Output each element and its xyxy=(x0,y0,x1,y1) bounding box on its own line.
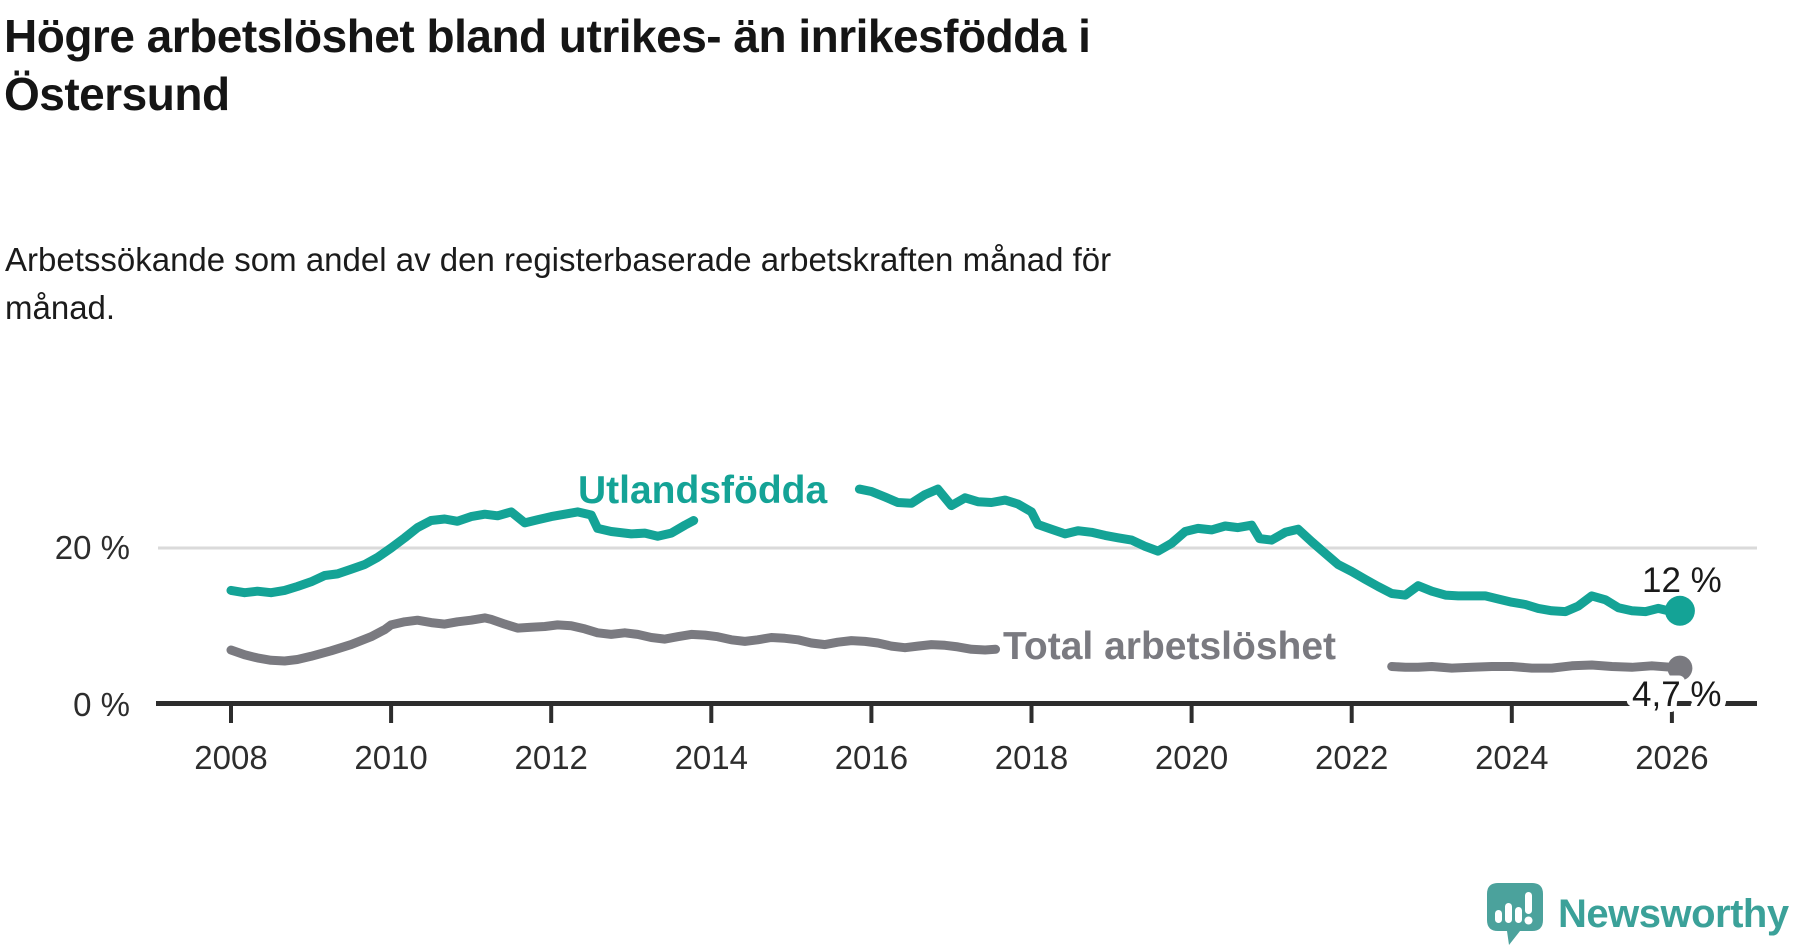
series-end-dot-utlandsf-dda xyxy=(1664,595,1695,626)
chart-subtitle: Arbetssökande som andel av den registerb… xyxy=(5,236,1565,332)
x-tick-label-2014: 2014 xyxy=(675,739,748,776)
x-tick-label-2008: 2008 xyxy=(194,739,267,776)
x-tick-label-2020: 2020 xyxy=(1155,739,1228,776)
series-line-total-arbetsl-shet-2 xyxy=(1387,660,1685,673)
x-tick-label-2022: 2022 xyxy=(1315,739,1388,776)
page-title: Högre arbetslöshet bland utrikes- än inr… xyxy=(4,8,1564,123)
x-tick-label-2016: 2016 xyxy=(835,739,908,776)
newsworthy-brand: Newsworthy xyxy=(1486,882,1789,946)
series-line-total-arbetsl-shet-1 xyxy=(226,613,1000,666)
page-title-line2: Östersund xyxy=(4,67,230,120)
series-end-value-total-arbetsl-shet: 4,7 % xyxy=(1632,675,1722,714)
page-title-line1: Högre arbetslöshet bland utrikes- än inr… xyxy=(4,10,1091,62)
y-tick-label-20: 20 % xyxy=(55,529,130,566)
newsworthy-logo-icon xyxy=(1487,883,1543,945)
chart-subtitle-line1: Arbetssökande som andel av den registerb… xyxy=(5,241,1112,278)
series-end-value-utlandsf-dda: 12 % xyxy=(1642,561,1722,600)
x-tick-label-2012: 2012 xyxy=(514,739,587,776)
series-label-utlandsf-dda: Utlandsfödda xyxy=(578,469,827,512)
newsworthy-brand-name: Newsworthy xyxy=(1558,891,1789,936)
x-tick-label-2024: 2024 xyxy=(1475,739,1548,776)
series-label-total-arbetsl-shet: Total arbetslöshet xyxy=(1003,625,1336,668)
chart-subtitle-line2: månad. xyxy=(5,288,116,326)
x-tick-label-2026: 2026 xyxy=(1635,739,1708,776)
series-line-utlandsf-dda-2 xyxy=(854,484,1685,617)
series-line-utlandsf-dda-1 xyxy=(226,507,699,598)
x-tick-label-2018: 2018 xyxy=(995,739,1068,776)
x-tick-label-2010: 2010 xyxy=(354,739,427,776)
y-tick-label-0: 0 % xyxy=(73,686,130,723)
series-end-dot-total-arbetsl-shet xyxy=(1667,655,1693,681)
